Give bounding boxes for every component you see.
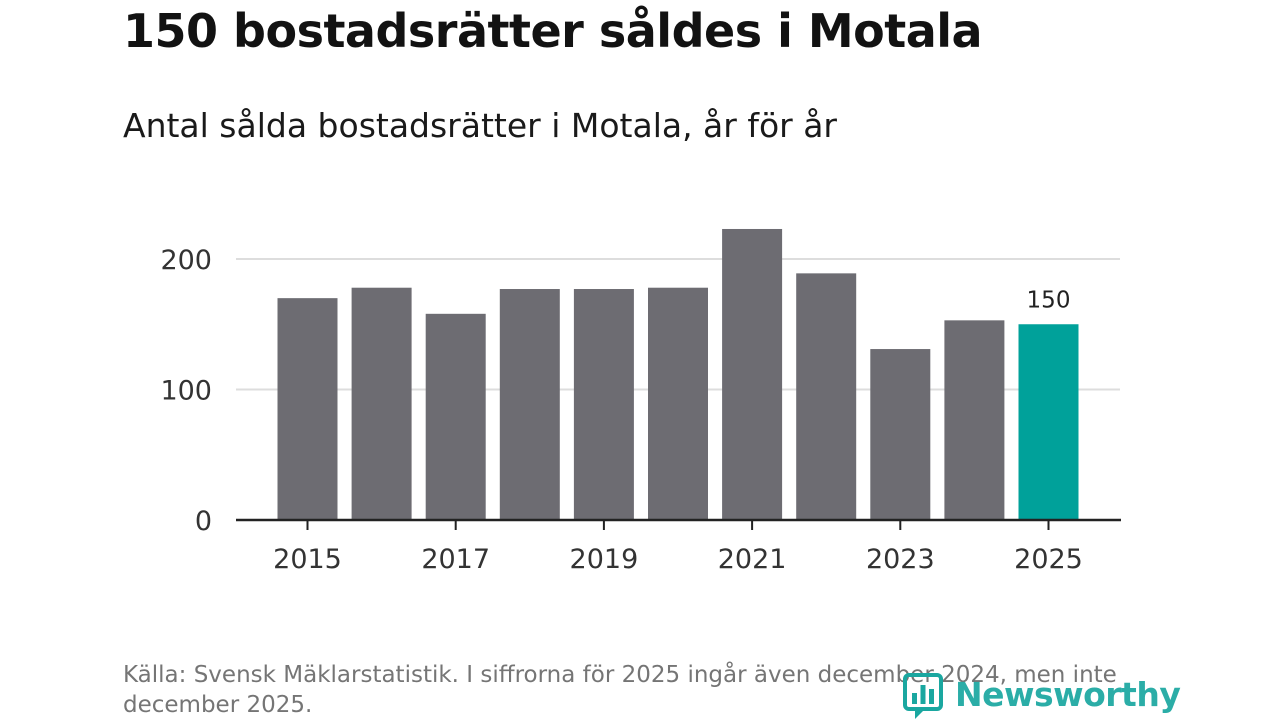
source-note: Källa: Svensk Mäklarstatistik. I siffror… (123, 662, 1117, 718)
bar-2023 (870, 349, 931, 520)
x-tick-label: 2017 (421, 544, 490, 575)
bar-chart: 0 100 200 2015 2017 2019 2021 2023 2025 150 (160, 228, 1121, 575)
x-tick-label: 2015 (273, 544, 342, 575)
bar-2016 (351, 287, 412, 520)
chart-subtitle: Antal sålda bostadsrätter i Motala, år f… (123, 106, 837, 145)
data-label-2025: 150 (1027, 287, 1071, 313)
bar-2022 (796, 273, 857, 520)
bar-2019 (573, 289, 634, 520)
bar-2015 (277, 298, 338, 520)
bar-2020 (648, 287, 708, 520)
newsworthy-logo-icon (903, 673, 943, 719)
bar-2017 (425, 313, 486, 520)
bar-2021 (722, 228, 783, 521)
newsworthy-logo-text: Newsworthy (955, 674, 1181, 714)
x-tick-label: 2021 (718, 544, 787, 575)
y-tick-label: 200 (160, 245, 212, 276)
x-tick-label: 2025 (1014, 544, 1083, 575)
chart-title: 150 bostadsrätter såldes i Motala (123, 4, 983, 58)
x-tick-label: 2019 (570, 544, 639, 575)
bar-2018 (499, 289, 560, 520)
x-tick-label: 2023 (866, 544, 935, 575)
bar-2024 (944, 320, 1005, 520)
newsworthy-logo: Newsworthy (903, 668, 1181, 720)
y-tick-label: 0 (195, 506, 212, 537)
y-tick-label: 100 (160, 376, 212, 407)
bar-2025 (1018, 324, 1079, 520)
